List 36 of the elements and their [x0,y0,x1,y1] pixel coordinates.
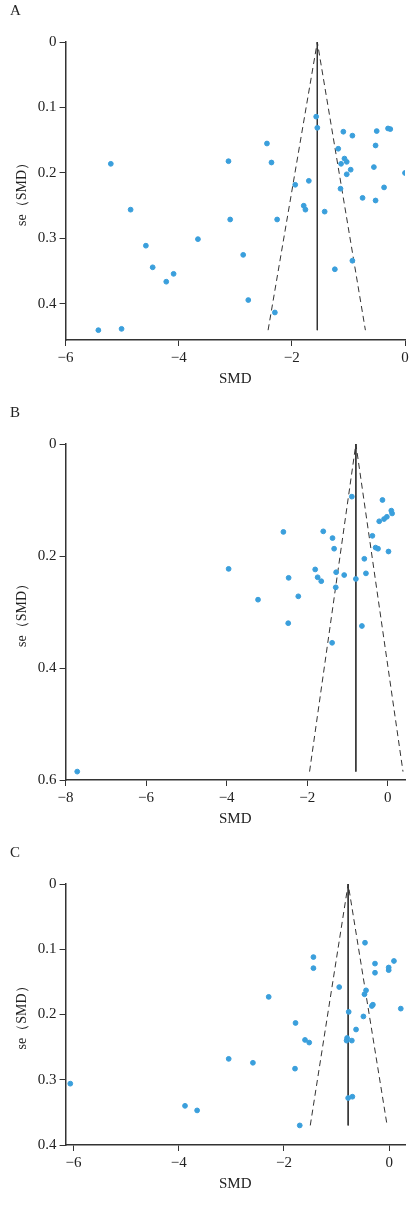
x-tick-label: −2 [283,348,300,365]
y-tick-label: 0.1 [37,98,57,115]
x-tick-label: 0 [401,348,409,365]
y-tick-label: 0.1 [37,940,57,957]
y-tick-label: 0.3 [37,229,57,246]
y-tick-label: 0.2 [37,1005,57,1022]
x-tick-label: −6 [138,788,155,805]
x-axis-title: SMD [219,1174,252,1191]
x-tick-label: −4 [170,1153,188,1170]
y-tick-label: 0 [49,32,57,49]
x-tick-label: −6 [65,1153,82,1170]
x-tick-label: 0 [383,788,392,805]
x-tick-label: −4 [218,788,236,805]
x-tick-label: −2 [299,788,316,805]
chart-title: A [10,1,21,18]
y-tick-label: 0.3 [37,1070,57,1087]
y-tick-label: 0 [49,874,57,891]
x-tick-label: −4 [170,348,188,365]
chart-title: B [10,403,21,420]
y-tick-label: 0.2 [37,546,57,563]
x-tick-label: 0 [385,1153,393,1170]
y-tick-label: 0.4 [37,1135,58,1152]
y-tick-label: 0.4 [37,658,58,675]
y-tick-label: 0.2 [37,163,57,180]
x-axis-title: SMD [219,809,252,826]
x-tick-label: −8 [57,788,74,805]
x-tick-label: −6 [57,348,75,365]
y-tick-label: 0.6 [37,770,58,787]
y-tick-label: 0 [49,434,57,451]
y-tick-label: 0.4 [37,294,58,311]
chart-title: C [10,843,21,860]
x-axis-title: SMD [219,369,252,386]
y-axis-title: se（SMD） [14,576,30,648]
y-axis-title: se（SMD） [14,155,30,227]
y-axis-title: se（SMD） [14,979,30,1050]
x-tick-label: −2 [275,1153,292,1170]
